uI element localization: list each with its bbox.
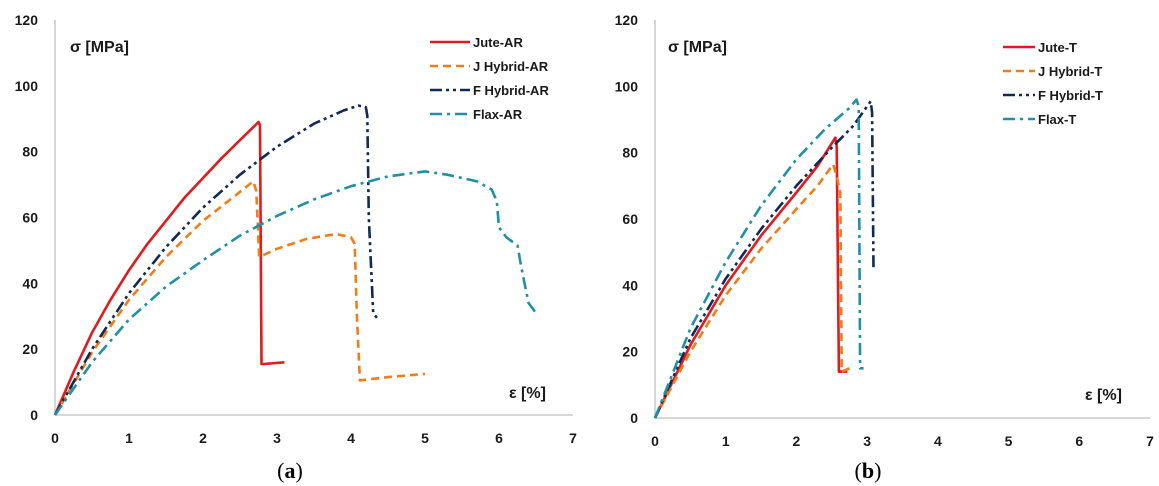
y-tick-label: 40	[622, 277, 638, 293]
y-tick-label: 0	[30, 407, 38, 423]
y-axis-label: σ [MPa]	[70, 39, 129, 56]
x-axis-label: ε [%]	[509, 385, 546, 402]
legend-label: Jute-AR	[473, 35, 523, 50]
y-tick-label: 100	[615, 78, 639, 94]
legend: Jute-AR J Hybrid-AR F Hybrid-AR Flax-AR	[430, 35, 549, 122]
legend-label: Flax-T	[1038, 112, 1076, 127]
legend-label: F Hybrid-T	[1038, 88, 1103, 103]
y-tick-label: 80	[22, 144, 38, 160]
series-line-f-hybrid-t	[653, 100, 875, 419]
series-line-flax-t	[653, 98, 864, 419]
series-line-j-hybrid-t	[653, 163, 851, 419]
x-tick-label: 5	[1005, 433, 1013, 449]
series-line-flax-ar	[53, 170, 538, 416]
y-axis-label: σ [MPa]	[668, 39, 727, 56]
x-tick-label: 3	[863, 433, 871, 449]
y-tick-label: 60	[22, 210, 38, 226]
x-tick-label: 7	[1146, 433, 1154, 449]
x-tick-label: 2	[793, 433, 801, 449]
x-tick-label: 1	[722, 433, 730, 449]
y-tick-label: 80	[622, 145, 638, 161]
x-tick-label: 3	[273, 430, 281, 446]
series-line-j-hybrid-ar	[53, 180, 426, 416]
legend-label: J Hybrid-AR	[473, 59, 549, 74]
x-tick-label: 6	[1075, 433, 1083, 449]
x-tick-label: 1	[125, 430, 133, 446]
legend-label: Flax-AR	[473, 107, 523, 122]
y-tick-label: 100	[15, 78, 39, 94]
y-tick-label: 120	[615, 12, 639, 28]
x-tick-label: 2	[199, 430, 207, 446]
x-axis-label: ε [%]	[1085, 387, 1122, 404]
x-tick-label: 4	[934, 433, 942, 449]
x-tick-label: 0	[651, 433, 659, 449]
series-line-jute-ar	[53, 120, 285, 416]
x-tick-label: 0	[51, 430, 59, 446]
y-tick-label: 120	[15, 12, 39, 28]
x-tick-label: 4	[347, 430, 355, 446]
panel-b: 0 20 40 60 80 100 120 0 1 2 3 4 5 6 7 σ [MPa] ε [%] J…	[597, 0, 1159, 486]
x-tick-label: 6	[495, 430, 503, 446]
panel-caption-a: (a)	[277, 458, 303, 483]
y-tick-label: 20	[22, 341, 38, 357]
x-tick-label: 5	[421, 430, 429, 446]
legend: Jute-T J Hybrid-T F Hybrid-T Flax-T	[1003, 40, 1103, 127]
y-tick-label: 40	[22, 275, 38, 291]
legend-label: F Hybrid-AR	[473, 83, 549, 98]
legend-label: J Hybrid-T	[1038, 64, 1102, 79]
panel-a: 0 20 40 60 80 100 120 0 1 2 3 4 5 6 7 σ [MPa] ε [%] J…	[14, 12, 578, 483]
y-tick-label: 60	[622, 211, 638, 227]
series-line-f-hybrid-ar	[53, 104, 378, 416]
series-line-jute-t	[653, 136, 848, 419]
y-tick-label: 0	[630, 410, 638, 426]
y-tick-label: 20	[622, 344, 638, 360]
x-tick-label: 7	[569, 430, 577, 446]
legend-label: Jute-T	[1038, 40, 1077, 55]
panel-caption-b: (b)	[855, 458, 882, 483]
